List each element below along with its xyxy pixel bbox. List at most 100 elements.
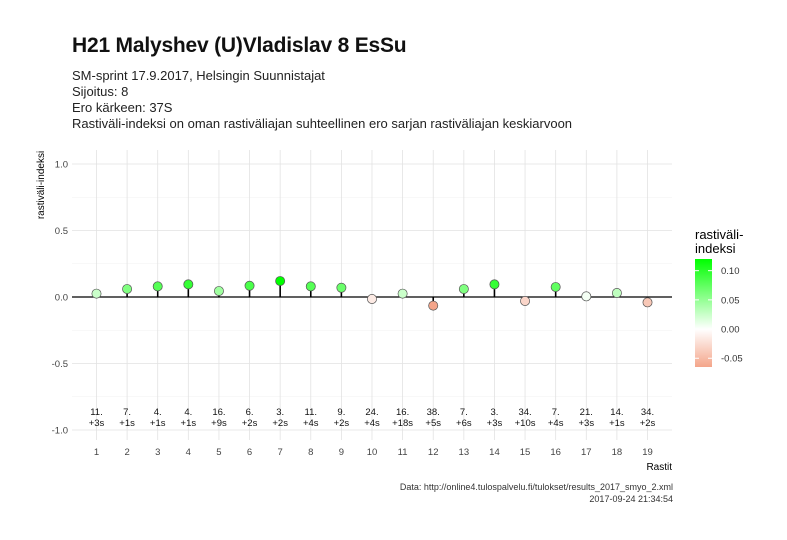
rank-label: 34. (641, 407, 654, 418)
time-diff-label: +18s (392, 418, 413, 429)
rank-label: 7. (552, 407, 560, 418)
rank-label: 4. (154, 407, 162, 418)
subtitle-line-gap: Ero kärkeen: 37S (72, 100, 173, 115)
rank-label: 14. (610, 407, 623, 418)
x-tick-label: 19 (642, 447, 653, 458)
rank-label: 34. (518, 407, 531, 418)
time-diff-label: +1s (119, 418, 135, 429)
rank-label: 3. (276, 407, 284, 418)
chart-title: H21 Malyshev (U)Vladislav 8 EsSu (72, 34, 407, 57)
time-diff-label: +2s (272, 418, 288, 429)
data-point (305, 281, 316, 292)
rank-label: 6. (246, 407, 254, 418)
time-diff-label: +9s (211, 418, 227, 429)
rank-label: 7. (123, 407, 131, 418)
x-tick-label: 18 (612, 447, 623, 458)
time-diff-label: +1s (181, 418, 197, 429)
points (91, 276, 653, 311)
x-tick-label: 17 (581, 447, 592, 458)
data-point (397, 288, 408, 299)
timestamp-caption: 2017-09-24 21:34:54 (589, 494, 673, 504)
x-tick-label: 4 (186, 447, 191, 458)
rank-label: 3. (490, 407, 498, 418)
rank-label: 9. (337, 407, 345, 418)
rank-label: 16. (396, 407, 409, 418)
data-point (581, 291, 592, 302)
time-diff-label: +4s (364, 418, 380, 429)
legend-title-line-1: rastiväli- (695, 227, 743, 242)
rank-label: 4. (184, 407, 192, 418)
data-point (152, 281, 163, 292)
x-tick-label: 10 (367, 447, 378, 458)
data-source-caption: Data: http://online4.tulospalvelu.fi/tul… (399, 482, 673, 492)
time-diff-label: +2s (640, 418, 656, 429)
data-point (367, 294, 377, 304)
rank-label: 21. (580, 407, 593, 418)
data-point (428, 300, 439, 311)
rank-label: 11. (90, 407, 103, 418)
data-point (183, 279, 194, 290)
data-point (489, 279, 500, 290)
rank-label: 16. (212, 407, 225, 418)
x-tick-label: 16 (550, 447, 561, 458)
rank-label: 11. (305, 407, 318, 418)
x-tick-label: 14 (489, 447, 500, 458)
rank-labels: 11.+3s7.+1s4.+1s4.+1s16.+9s6.+2s3.+2s11.… (89, 407, 656, 429)
x-tick-label: 11 (398, 447, 408, 458)
rank-label: 24. (365, 407, 378, 418)
legend-tick-label: -0.05 (721, 354, 743, 365)
data-point (611, 288, 622, 298)
data-point (91, 288, 102, 299)
data-point (122, 284, 133, 294)
time-diff-label: +3s (89, 418, 105, 429)
data-point (458, 284, 469, 294)
x-axis-label: Rastit (646, 462, 672, 473)
data-point (275, 276, 286, 286)
time-diff-label: +3s (578, 418, 594, 429)
data-point (244, 280, 255, 291)
time-diff-label: +4s (303, 418, 319, 429)
subtitle-line-rank: Sijoitus: 8 (72, 84, 129, 99)
data-point (213, 286, 224, 296)
x-tick-label: 12 (428, 447, 439, 458)
time-diff-label: +1s (150, 418, 166, 429)
x-tick-label: 15 (520, 447, 531, 458)
x-tick-label: 2 (124, 447, 129, 458)
legend-tick-label: 0.05 (721, 295, 740, 306)
y-tick-label: 0.0 (55, 293, 68, 304)
x-tick-label: 13 (459, 447, 470, 458)
legend-title-line-2: indeksi (695, 241, 736, 256)
legend-tick-label: 0.10 (721, 266, 740, 277)
data-point (520, 296, 531, 306)
x-tick-label: 1 (94, 447, 99, 458)
y-tick-label: -1.0 (52, 426, 68, 437)
time-diff-label: +3s (487, 418, 503, 429)
data-point (550, 282, 561, 292)
legend-colorbar (695, 259, 712, 367)
subtitle-line-event: SM-sprint 17.9.2017, Helsingin Suunnista… (72, 68, 325, 83)
time-diff-label: +6s (456, 418, 472, 429)
legend-tick-label: 0.00 (721, 325, 740, 336)
time-diff-label: +2s (334, 418, 350, 429)
time-diff-label: +2s (242, 418, 258, 429)
x-tick-label: 5 (216, 447, 221, 458)
y-axis-label: rastiväli-indeksi (36, 151, 47, 219)
rank-label: 7. (460, 407, 468, 418)
y-tick-label: -0.5 (52, 359, 68, 370)
data-point (336, 282, 347, 293)
x-tick-label: 6 (247, 447, 252, 458)
time-diff-label: +10s (515, 418, 536, 429)
subtitle-line-description: Rastiväli-indeksi on oman rastiväliajan … (72, 116, 573, 131)
time-diff-label: +4s (548, 418, 564, 429)
time-diff-label: +1s (609, 418, 625, 429)
time-diff-label: +5s (425, 418, 441, 429)
rank-label: 38. (427, 407, 440, 418)
x-tick-label: 9 (339, 447, 344, 458)
y-tick-label: 1.0 (55, 160, 68, 171)
x-tick-label: 7 (278, 447, 283, 458)
y-tick-label: 0.5 (55, 226, 68, 237)
x-tick-label: 3 (155, 447, 160, 458)
color-legend: rastiväli- indeksi 0.10 0.05 0.00 -0.05 (695, 227, 743, 367)
data-point (642, 297, 653, 308)
